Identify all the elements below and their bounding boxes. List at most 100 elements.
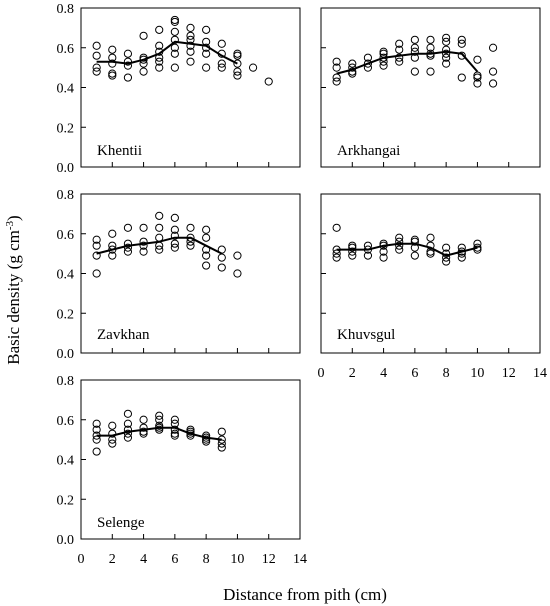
x-tick-label: 6 bbox=[171, 552, 178, 567]
data-point bbox=[92, 251, 101, 260]
data-point bbox=[395, 241, 404, 250]
data-point bbox=[186, 23, 195, 32]
data-point bbox=[473, 239, 482, 248]
panel-label: Arkhangai bbox=[337, 143, 400, 159]
y-tick-label: 0.4 bbox=[57, 268, 75, 283]
data-point bbox=[457, 73, 466, 82]
data-point bbox=[348, 59, 357, 68]
data-point bbox=[108, 59, 117, 68]
data-point bbox=[442, 253, 451, 262]
data-point bbox=[202, 251, 211, 260]
data-point bbox=[426, 43, 435, 52]
data-point bbox=[233, 251, 242, 260]
data-point bbox=[379, 61, 388, 70]
data-point bbox=[457, 253, 466, 262]
data-point bbox=[108, 251, 117, 260]
data-point bbox=[248, 63, 258, 72]
y-tick-label: 0.6 bbox=[57, 228, 75, 243]
data-point bbox=[108, 229, 117, 238]
data-point bbox=[332, 77, 341, 86]
x-tick-label: 12 bbox=[502, 366, 516, 381]
data-point bbox=[379, 253, 388, 262]
data-point bbox=[155, 415, 164, 424]
data-point bbox=[410, 47, 419, 56]
data-point bbox=[442, 257, 451, 266]
data-point bbox=[92, 51, 101, 60]
mean-line bbox=[336, 50, 479, 75]
x-tick-label: 14 bbox=[293, 552, 307, 567]
data-point bbox=[202, 49, 211, 58]
x-tick-label: 2 bbox=[349, 366, 356, 381]
data-point bbox=[348, 251, 357, 260]
data-point bbox=[217, 263, 226, 272]
data-point bbox=[108, 69, 117, 78]
data-point bbox=[139, 223, 148, 232]
data-point bbox=[92, 419, 101, 428]
data-point bbox=[379, 47, 388, 56]
data-point bbox=[473, 79, 482, 88]
data-point bbox=[442, 33, 451, 42]
y-tick-label: 0.4 bbox=[57, 454, 75, 469]
x-tick-label: 14 bbox=[533, 366, 547, 381]
panel-label: Khuvsgul bbox=[337, 327, 395, 343]
data-point bbox=[139, 67, 148, 76]
data-point bbox=[123, 247, 133, 256]
data-point bbox=[108, 429, 117, 438]
data-point bbox=[473, 71, 482, 80]
data-point bbox=[363, 53, 373, 62]
x-axis-label: Distance from pith (cm) bbox=[223, 585, 387, 604]
data-point bbox=[442, 37, 451, 46]
data-point bbox=[155, 211, 164, 220]
data-point bbox=[202, 63, 211, 72]
data-point bbox=[155, 63, 164, 72]
data-point bbox=[457, 35, 466, 44]
data-point bbox=[155, 245, 164, 254]
data-point bbox=[395, 57, 404, 66]
data-point bbox=[442, 53, 451, 62]
panel-selenge: 0.0 0.2 0.4 0.6 0.8 0 2 4 6 8 10 12 14 Selenge bbox=[57, 374, 308, 567]
data-point bbox=[92, 235, 101, 244]
data-point bbox=[233, 49, 242, 58]
data-point bbox=[233, 51, 242, 60]
x-tick-label: 8 bbox=[443, 366, 450, 381]
y-tick-label: 0.0 bbox=[57, 161, 75, 176]
data-point bbox=[442, 59, 451, 68]
data-point bbox=[348, 67, 357, 76]
data-point bbox=[217, 63, 226, 72]
data-point bbox=[155, 425, 164, 434]
data-point bbox=[395, 45, 404, 54]
data-point bbox=[379, 239, 388, 248]
data-point bbox=[170, 225, 179, 234]
data-point bbox=[363, 251, 373, 260]
data-point bbox=[123, 57, 133, 66]
y-tick-label: 0.8 bbox=[57, 374, 75, 389]
data-point bbox=[217, 427, 226, 436]
panel-arkhangai: Arkhangai bbox=[320, 7, 541, 168]
mean-line bbox=[336, 242, 478, 257]
data-point bbox=[139, 247, 148, 256]
data-point bbox=[155, 223, 164, 232]
data-point bbox=[92, 41, 101, 50]
data-point bbox=[202, 431, 211, 440]
data-point bbox=[233, 67, 242, 76]
mean-line bbox=[96, 236, 223, 255]
data-point bbox=[217, 443, 226, 452]
panel-khentii: 0.0 0.2 0.4 0.6 0.8 Khentii bbox=[57, 2, 301, 176]
data-point bbox=[233, 71, 242, 80]
data-point bbox=[170, 43, 179, 52]
data-point bbox=[442, 49, 451, 58]
data-point bbox=[332, 253, 341, 262]
data-point bbox=[217, 253, 226, 262]
x-tick-label: 2 bbox=[109, 552, 116, 567]
data-point bbox=[379, 247, 388, 256]
data-point bbox=[348, 247, 357, 256]
data-point bbox=[92, 447, 101, 456]
data-point bbox=[92, 67, 101, 76]
data-point bbox=[170, 415, 179, 424]
data-point bbox=[155, 41, 164, 50]
y-tick-label: 0.8 bbox=[57, 2, 75, 17]
data-point bbox=[108, 439, 117, 448]
data-point bbox=[233, 269, 242, 278]
data-point bbox=[488, 43, 498, 52]
data-point bbox=[363, 59, 373, 68]
